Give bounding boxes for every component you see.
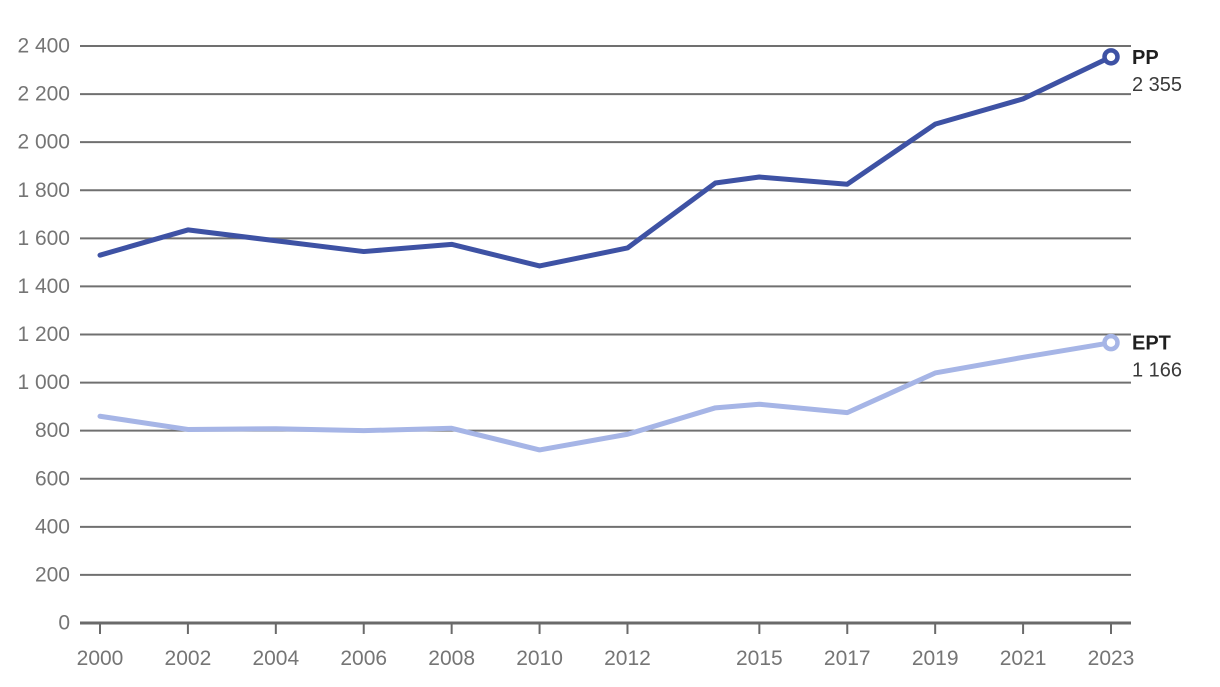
x-tick-label: 2010 xyxy=(516,647,563,670)
gridlines xyxy=(80,45,1131,625)
ept-end-marker xyxy=(1102,333,1120,352)
ept-line xyxy=(97,340,1114,453)
x-tick-label: 2000 xyxy=(77,647,124,670)
x-tick-label: 2017 xyxy=(824,647,871,670)
x-tick-label: 2021 xyxy=(1000,647,1047,670)
x-tick-label: 2006 xyxy=(340,647,387,670)
x-tick-label: 2023 xyxy=(1088,647,1135,670)
x-tick-label: 2004 xyxy=(252,647,299,670)
series-pp: PP 2 355 xyxy=(97,47,1182,269)
y-tick-label: 2 200 xyxy=(17,83,70,106)
pp-series-label: PP xyxy=(1132,47,1159,69)
y-tick-label: 1 200 xyxy=(17,323,70,346)
y-tick-label: 400 xyxy=(35,515,70,538)
x-tick-label: 2008 xyxy=(428,647,475,670)
x-tick-label: 2012 xyxy=(604,647,651,670)
y-tick-label: 1 400 xyxy=(17,275,70,298)
x-axis: 2000 2002 2004 2006 2008 2010 2012 2015 2017 2019… xyxy=(77,624,1135,670)
x-tick-label: 2002 xyxy=(165,647,212,670)
x-tick-label: 2015 xyxy=(736,647,783,670)
ept-series-value: 1 166 xyxy=(1132,360,1182,382)
y-tick-label: 1 000 xyxy=(17,371,70,394)
x-tick-label: 2019 xyxy=(912,647,959,670)
y-tick-label: 2 400 xyxy=(17,35,70,58)
y-tick-label: 600 xyxy=(35,467,70,490)
y-tick-label: 800 xyxy=(35,419,70,442)
y-tick-label: 2 000 xyxy=(17,131,70,154)
y-tick-label: 0 xyxy=(58,612,70,635)
y-axis-labels: 0 200 400 600 800 1 000 1 200 1 400 1 600 1 800 2 … xyxy=(17,35,70,635)
pp-line xyxy=(97,54,1114,269)
series-ept: EPT 1 166 xyxy=(97,333,1182,453)
y-tick-label: 1 800 xyxy=(17,179,70,202)
pp-series-value: 2 355 xyxy=(1132,74,1182,96)
pp-end-marker xyxy=(1102,48,1120,66)
y-tick-label: 1 600 xyxy=(17,227,70,250)
ept-series-label: EPT xyxy=(1132,333,1171,355)
y-tick-label: 200 xyxy=(35,563,70,586)
